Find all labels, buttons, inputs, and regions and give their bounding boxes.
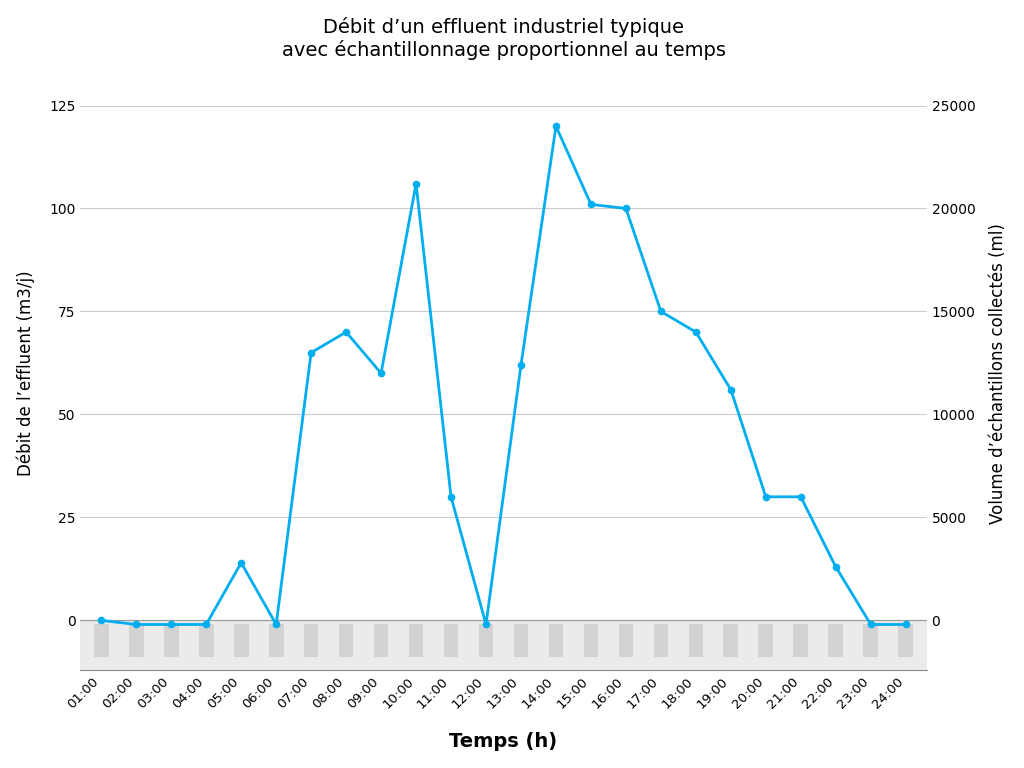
Bar xyxy=(898,624,913,657)
Bar xyxy=(129,624,143,657)
Bar xyxy=(478,624,494,657)
Bar xyxy=(828,624,843,657)
Bar xyxy=(269,624,284,657)
Bar xyxy=(514,624,528,657)
Bar xyxy=(199,624,214,657)
Bar xyxy=(339,624,353,657)
Bar xyxy=(94,624,109,657)
Y-axis label: Volume d’échantillons collectés (ml): Volume d’échantillons collectés (ml) xyxy=(989,223,1008,524)
Bar xyxy=(618,624,633,657)
Bar xyxy=(304,624,318,657)
Bar xyxy=(584,624,598,657)
Bar xyxy=(443,624,459,657)
X-axis label: Temps (h): Temps (h) xyxy=(450,733,557,751)
Title: Débit d’un effluent industriel typique
avec échantillonnage proportionnel au tem: Débit d’un effluent industriel typique a… xyxy=(282,17,725,60)
Bar xyxy=(164,624,178,657)
Y-axis label: Débit de l’effluent (m3/j): Débit de l’effluent (m3/j) xyxy=(16,270,35,476)
Bar xyxy=(409,624,423,657)
Bar xyxy=(549,624,563,657)
Bar xyxy=(653,624,669,657)
Bar xyxy=(794,624,808,657)
Bar xyxy=(374,624,388,657)
Bar xyxy=(863,624,879,657)
Bar xyxy=(233,624,249,657)
Bar xyxy=(688,624,703,657)
Bar xyxy=(724,624,738,657)
Bar xyxy=(80,621,927,670)
Bar xyxy=(759,624,773,657)
